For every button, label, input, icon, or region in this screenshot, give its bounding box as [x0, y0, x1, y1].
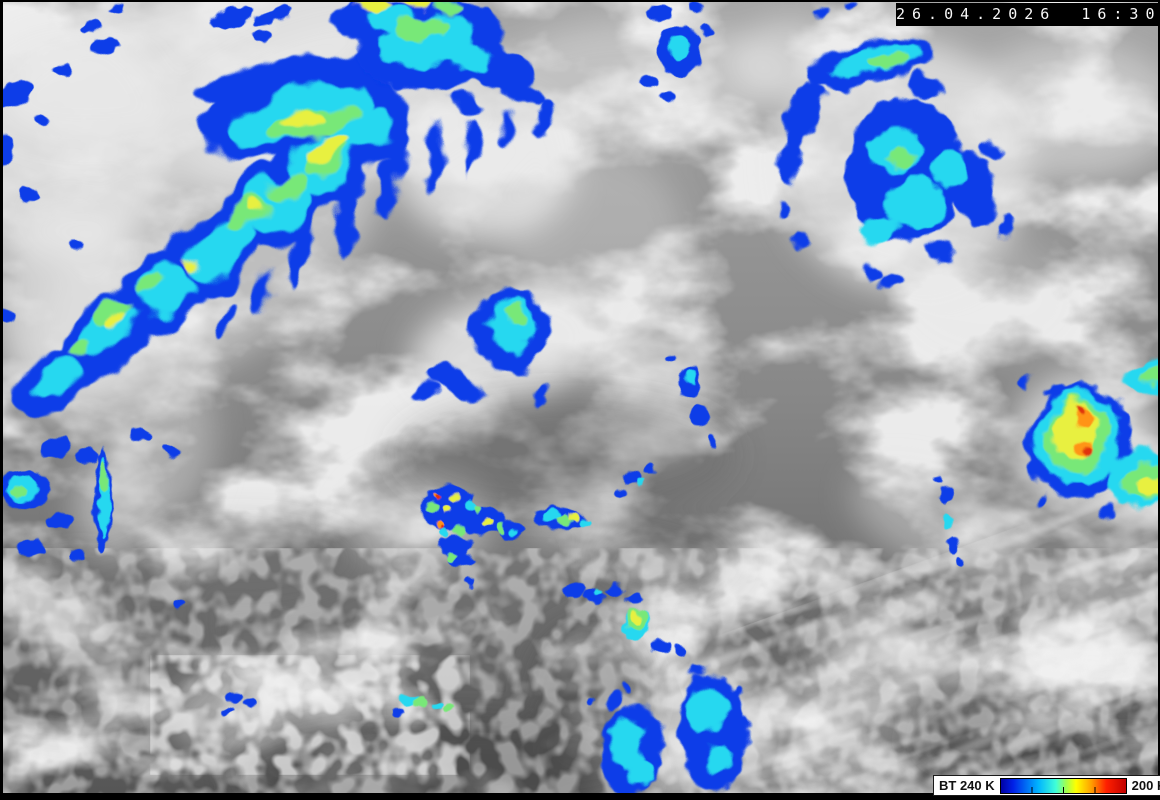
specks-bottom-w	[173, 601, 452, 716]
legend-max-label: 200 K	[1131, 778, 1160, 793]
colorbar-legend: BT 240 K 200 K	[933, 775, 1160, 796]
cloud-streets-se	[667, 469, 1160, 800]
timestamp-overlay: 26.04.2026 16:30	[896, 3, 1158, 26]
colorbar-gradient	[999, 777, 1127, 794]
legend-min-label: BT 240 K	[939, 778, 995, 793]
cold-cluster-w	[0, 428, 180, 561]
specks-e-mid	[934, 474, 964, 567]
storm-comma-ne	[778, 4, 1012, 288]
specks-center	[667, 356, 716, 446]
frontal-band-nw	[12, 52, 516, 419]
image-border-right	[1158, 0, 1160, 800]
convective-cells-center-w	[421, 465, 656, 586]
storm-top-center	[335, 0, 555, 138]
cumulus-field-sw	[150, 655, 470, 775]
specks-top-mid	[641, 3, 712, 101]
image-border-left	[0, 0, 3, 800]
scattered-cold-specks-nw	[0, 3, 291, 321]
image-border-bottom	[0, 793, 1160, 800]
colorbar-ticks	[1031, 786, 1096, 793]
storms-bottom-center	[601, 666, 750, 798]
convective-cluster-e	[1020, 362, 1160, 518]
comma-center	[414, 290, 549, 405]
cells-center-south	[563, 583, 687, 705]
image-border-top	[0, 0, 1160, 2]
